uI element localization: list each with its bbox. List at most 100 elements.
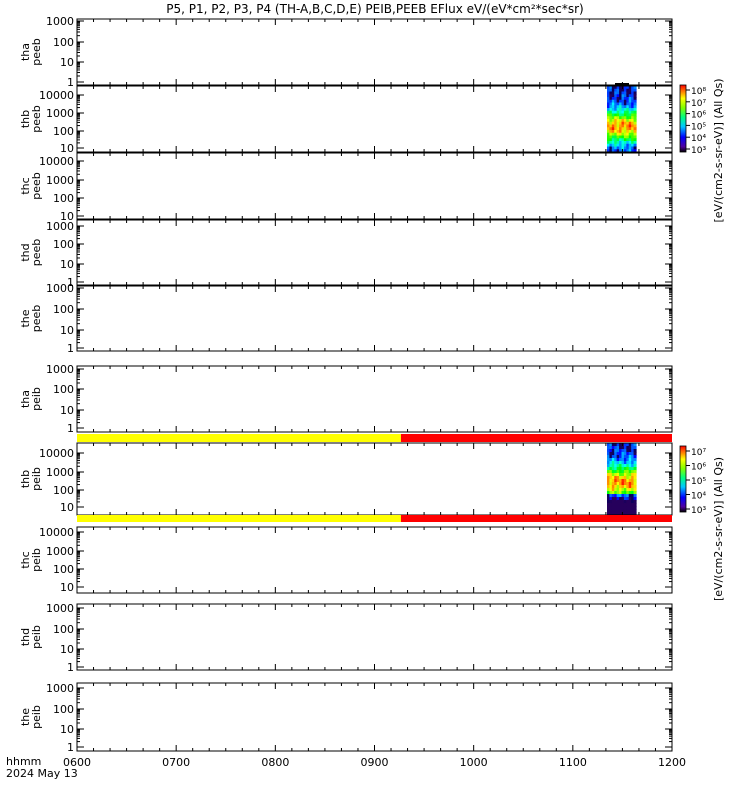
spectrogram-cell xyxy=(633,464,637,468)
spectrogram-cell xyxy=(616,146,620,150)
spectrogram-cell xyxy=(631,500,635,504)
spectrogram-cell xyxy=(621,113,625,117)
spectrogram-cell xyxy=(621,121,625,126)
colorbar-gradient xyxy=(679,84,687,153)
spectrogram-cell xyxy=(628,476,632,480)
spectrogram-cell xyxy=(621,494,625,498)
spectrogram-cell xyxy=(607,509,611,513)
spectrogram-cell xyxy=(628,449,632,453)
y-tick-label: 10000 xyxy=(39,526,74,539)
spectrogram-cell xyxy=(623,446,627,450)
spectrogram-cell xyxy=(611,110,615,115)
spectrogram-cell xyxy=(626,473,630,477)
spectrogram-cell xyxy=(619,473,623,477)
spectrogram-cell xyxy=(614,506,618,510)
spectrogram-cell xyxy=(633,491,637,495)
spectrogram-cell xyxy=(621,86,625,90)
spectrogram-cell xyxy=(611,138,615,142)
spectrogram-cell xyxy=(607,491,611,495)
spectrogram-cell xyxy=(631,479,635,483)
spectrogram-cell xyxy=(619,488,623,492)
spectrogram-cell xyxy=(616,488,620,492)
spectrogram-cell xyxy=(619,476,623,480)
spectrogram-cell xyxy=(609,446,613,450)
spectrogram-cell xyxy=(607,99,611,104)
spectrogram-cell xyxy=(626,108,630,112)
spectrogram-cell xyxy=(631,494,635,498)
spectrogram-cell xyxy=(628,141,632,145)
spectrogram-cell xyxy=(611,449,615,453)
spectrogram-cell xyxy=(609,146,613,150)
spectrogram-cell xyxy=(609,102,613,106)
spectrogram-cell xyxy=(621,512,625,516)
spectrogram-cell xyxy=(614,503,618,507)
spectrogram-cell xyxy=(633,91,637,95)
spectrogram-cell xyxy=(611,461,615,465)
spectrogram-cell xyxy=(607,113,611,117)
spectrogram-cell xyxy=(619,102,623,106)
spectrogram-cell xyxy=(621,497,625,501)
spectrogram-cell xyxy=(611,500,615,504)
spectrogram-cell xyxy=(609,503,613,507)
spectrogram-cell xyxy=(607,138,611,142)
spectrogram-cell xyxy=(621,135,625,139)
spectrogram-cell xyxy=(614,108,618,112)
spectrogram-cell xyxy=(621,102,625,106)
spectrogram-cell xyxy=(619,503,623,507)
spectrogram-cell xyxy=(628,127,632,131)
spectrogram-cell xyxy=(614,497,618,501)
spectrogram-cell xyxy=(611,108,615,112)
spectrogram-cell xyxy=(633,138,637,142)
spectrogram-cell xyxy=(631,482,635,486)
spectrogram-cell xyxy=(621,473,625,477)
spectrogram-cell xyxy=(633,105,637,109)
spectrogram-cell xyxy=(623,132,627,137)
spectrogram-cell xyxy=(611,141,615,145)
spectrogram-cell xyxy=(609,119,613,123)
spectrogram-cell xyxy=(621,124,625,128)
spectrogram-cell xyxy=(616,476,620,480)
spectrogram-cell xyxy=(616,503,620,507)
panel-label-product: peib xyxy=(30,705,43,729)
spectrogram-cell xyxy=(614,458,618,462)
y-tick-label: 1000 xyxy=(46,15,74,28)
spectrogram-cell xyxy=(631,461,635,465)
y-tick-label: 1 xyxy=(67,741,74,754)
spectrogram-cell xyxy=(609,132,613,137)
spectrogram-cell xyxy=(631,509,635,513)
spectrogram-cell xyxy=(633,509,637,513)
y-tick-label: 1000 xyxy=(46,602,74,615)
spectrogram-cell xyxy=(623,97,627,101)
spectrogram-cell xyxy=(633,503,637,507)
spectrogram-cell xyxy=(626,113,630,117)
spectrogram-cell xyxy=(611,473,615,477)
spectrogram-cell xyxy=(619,124,623,128)
spectrogram-cell xyxy=(611,443,615,447)
y-tick-label: 100 xyxy=(53,238,74,251)
spectrogram-cell xyxy=(623,149,627,153)
panel-frame xyxy=(76,18,673,86)
spectrogram-cell xyxy=(607,497,611,501)
spectrogram-cell xyxy=(611,146,615,150)
spectrogram-cell xyxy=(616,473,620,477)
spectrogram-cell xyxy=(628,86,632,90)
spectrogram-cell xyxy=(633,146,637,150)
spectrogram-cell xyxy=(633,443,637,447)
spectrogram-cell xyxy=(607,479,611,483)
spectrogram-cell xyxy=(611,494,615,498)
spectrogram-cell xyxy=(626,488,630,492)
colorbar-tick-label: 10⁷ xyxy=(691,448,706,458)
spectrogram-cell xyxy=(628,512,632,516)
spectrogram-cell xyxy=(611,503,615,507)
spectrogram-cell xyxy=(607,110,611,115)
spectrogram-cell xyxy=(626,138,630,142)
spectrogram-cell xyxy=(621,500,625,504)
spectrogram-cell xyxy=(616,88,620,93)
spectrogram-cell xyxy=(626,464,630,468)
spectrogram-cell xyxy=(611,121,615,126)
spectrogram-cell xyxy=(628,110,632,115)
spectrogram-cell xyxy=(626,105,630,109)
spectrogram-cell xyxy=(628,482,632,486)
